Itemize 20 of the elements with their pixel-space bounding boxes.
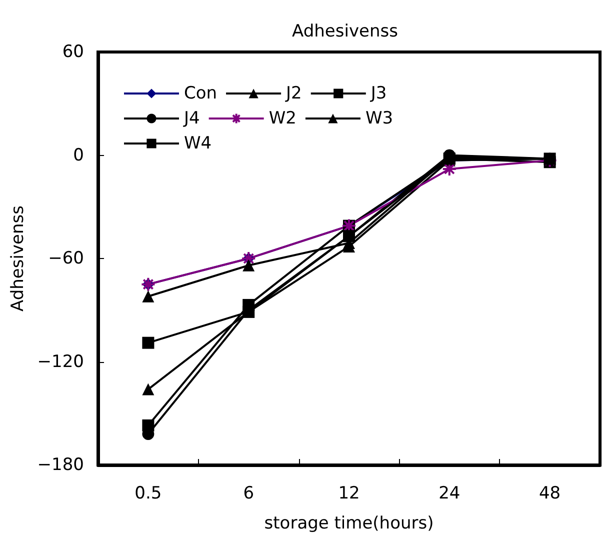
x-tick-label: 0.5 — [134, 484, 162, 504]
legend-label: W4 — [184, 134, 212, 154]
y-tick-label: −60 — [48, 248, 84, 268]
legend-label: W3 — [365, 108, 394, 128]
y-tick-label: −180 — [37, 455, 84, 475]
x-tick-label: 24 — [438, 484, 460, 504]
legend-label: J4 — [183, 108, 200, 128]
y-axis-title: Adhesivenss — [8, 205, 28, 312]
legend-label: Con — [184, 84, 218, 104]
y-tick-label: −120 — [37, 352, 84, 372]
legend-label: W2 — [268, 108, 296, 128]
legend-label: J3 — [370, 84, 387, 104]
x-tick-label: 6 — [243, 484, 254, 504]
x-tick-label: 12 — [338, 484, 360, 504]
x-axis-title: storage time(hours) — [264, 514, 434, 534]
x-tick-label: 48 — [538, 484, 561, 504]
y-tick-label: 0 — [73, 145, 84, 166]
chart-title: Adhesivenss — [292, 22, 398, 42]
y-tick-label: 60 — [62, 42, 84, 62]
legend-label: J2 — [285, 84, 302, 104]
